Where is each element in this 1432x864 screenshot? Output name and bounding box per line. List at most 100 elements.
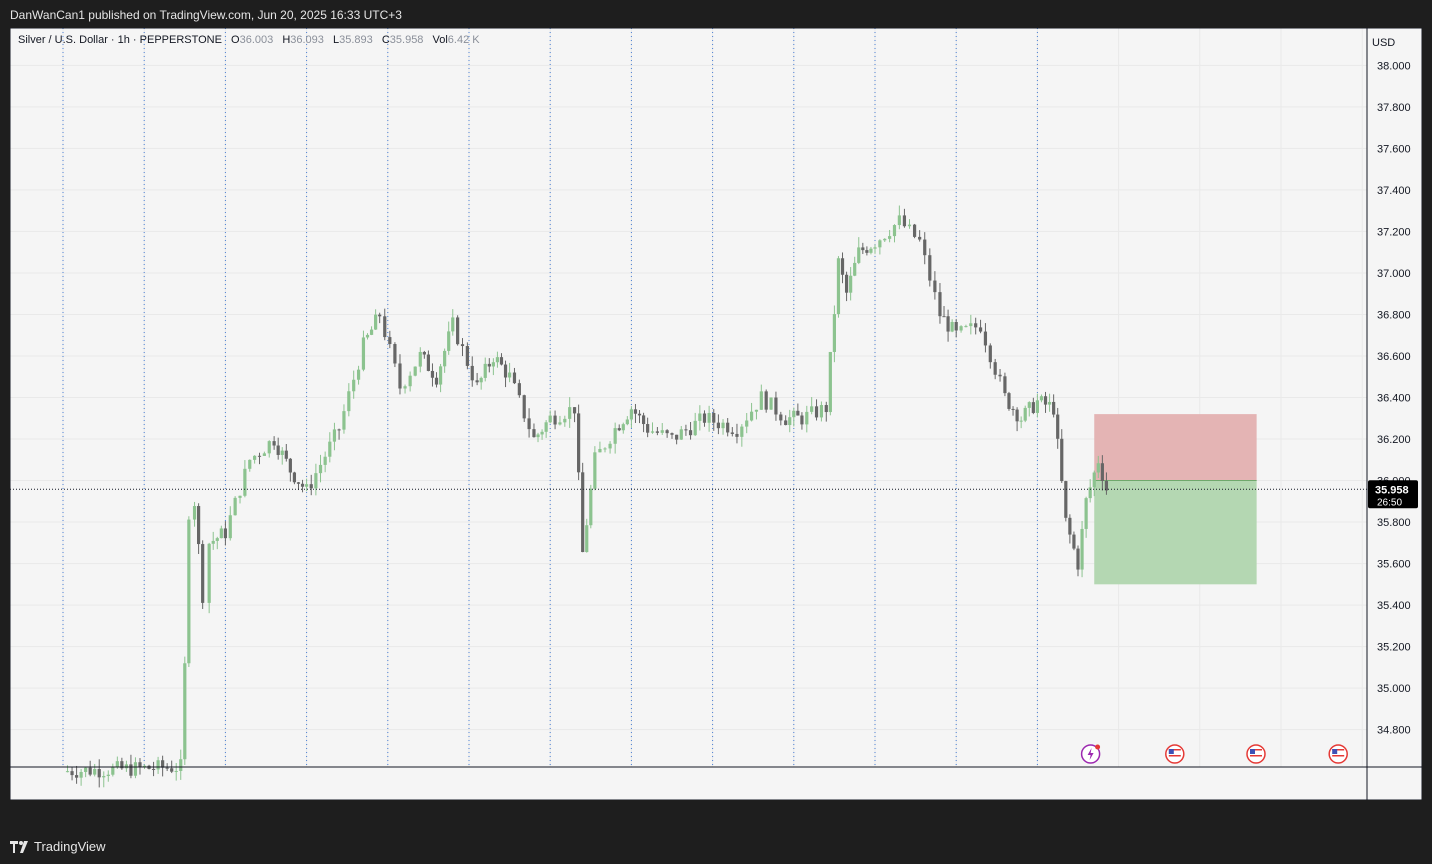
candle-body	[296, 482, 301, 484]
candle-body	[284, 450, 288, 459]
candle-body	[243, 468, 247, 496]
candle-body	[84, 767, 88, 772]
candle-body	[253, 455, 257, 460]
candle-body	[120, 761, 124, 769]
candle-body	[650, 431, 655, 433]
candle-body	[978, 327, 983, 332]
candle-body	[764, 391, 768, 410]
candle-body	[356, 369, 361, 380]
candle-body	[888, 236, 892, 239]
us-flag-icon[interactable]	[1165, 744, 1185, 764]
candle-body	[314, 473, 318, 489]
candle-body	[800, 415, 804, 425]
candle-body	[309, 484, 313, 489]
candle-body	[1080, 528, 1084, 570]
candle-body	[670, 433, 674, 435]
candle-body	[1060, 438, 1064, 482]
candle-body	[788, 417, 792, 426]
candle-body	[197, 506, 201, 545]
event-icons[interactable]	[1080, 744, 1348, 764]
flag-stripe	[1168, 749, 1181, 751]
candle-body	[1003, 376, 1007, 394]
currency-label[interactable]: USD	[1372, 37, 1396, 49]
candle-body	[487, 363, 491, 367]
candle-body	[479, 377, 483, 383]
candle-body	[625, 419, 629, 425]
candle-body	[693, 420, 697, 436]
candle-body	[276, 445, 280, 455]
us-flag-icon[interactable]	[1328, 744, 1348, 764]
candle-body	[974, 323, 978, 328]
candle-body	[544, 422, 548, 432]
candle-body	[393, 344, 397, 364]
candle-body	[115, 761, 119, 767]
price-tick-label: 35.200	[1377, 642, 1411, 654]
published-text: DanWanCan1 published on TradingView.com,…	[10, 8, 402, 22]
price-tick-label: 37.200	[1377, 226, 1411, 238]
flag-stripe	[1250, 755, 1262, 757]
price-tick-label: 36.400	[1377, 393, 1411, 405]
position-tool[interactable]	[1094, 414, 1257, 585]
candle-body	[950, 322, 954, 332]
current-price-label-bg	[1368, 480, 1418, 509]
candle-body	[655, 431, 659, 433]
candle-body	[621, 424, 625, 431]
candle-body	[438, 366, 443, 385]
candle-body	[745, 420, 749, 427]
candle-body	[491, 362, 495, 367]
price-tick-label: 37.600	[1377, 143, 1411, 155]
candle-body	[716, 422, 720, 429]
price-tick-label: 37.000	[1377, 268, 1411, 280]
candle-body	[558, 422, 562, 425]
price-tick-label: 34.800	[1377, 725, 1411, 737]
candle-body	[828, 351, 832, 413]
price-chart[interactable]: 38.000 37.800 37.600 37.400 37.200 37.000 36.8…	[10, 28, 1422, 800]
tradingview-logo[interactable]: TradingView	[10, 839, 106, 854]
candle-body	[248, 459, 252, 469]
candle-body	[102, 776, 106, 778]
flag-canton	[1332, 749, 1338, 754]
chart-frame[interactable]: 38.000 37.800 37.600 37.400 37.200 37.000 36.8…	[10, 28, 1422, 800]
candle-body	[211, 540, 215, 544]
candle-body	[577, 413, 581, 473]
candle-body	[1027, 402, 1031, 408]
candle-body	[749, 411, 754, 421]
candle-body	[403, 386, 407, 389]
candle-body	[675, 434, 679, 440]
candle-body	[536, 434, 540, 438]
close-label: C	[381, 34, 390, 46]
volume-label: Vol	[432, 34, 448, 46]
candle-body	[613, 428, 617, 444]
candle-body	[365, 334, 370, 338]
price-scale[interactable]: 38.000 37.800 37.600 37.400 37.200 37.000 36.8…	[1377, 60, 1411, 736]
candles	[65, 205, 1109, 788]
candle-body	[183, 663, 187, 760]
price-tick-label: 38.000	[1377, 60, 1411, 72]
candle-body	[572, 407, 577, 414]
candle-body	[1023, 407, 1027, 421]
candle-body	[814, 406, 819, 418]
candle-body	[1035, 400, 1039, 413]
candle-body	[532, 429, 536, 438]
candle-body	[1011, 408, 1015, 410]
candle-body	[892, 225, 897, 237]
candle-body	[988, 345, 992, 363]
candle-body	[443, 350, 447, 367]
flash-event-icon[interactable]	[1080, 744, 1101, 764]
candle-body	[288, 458, 292, 473]
candle-body	[774, 397, 778, 415]
candle-body	[257, 455, 262, 457]
candle-body	[201, 544, 205, 603]
candle-body	[267, 441, 271, 454]
stop-loss-zone[interactable]	[1094, 414, 1257, 481]
candle-body	[465, 346, 469, 366]
candle-body	[861, 247, 865, 251]
candle-body	[332, 429, 337, 442]
candle-body	[849, 275, 853, 293]
candle-body	[959, 326, 963, 331]
candle-body	[151, 768, 156, 770]
us-flag-icon[interactable]	[1246, 744, 1266, 764]
take-profit-zone[interactable]	[1094, 480, 1257, 585]
candle-body	[832, 314, 836, 352]
candle-body	[522, 395, 526, 419]
